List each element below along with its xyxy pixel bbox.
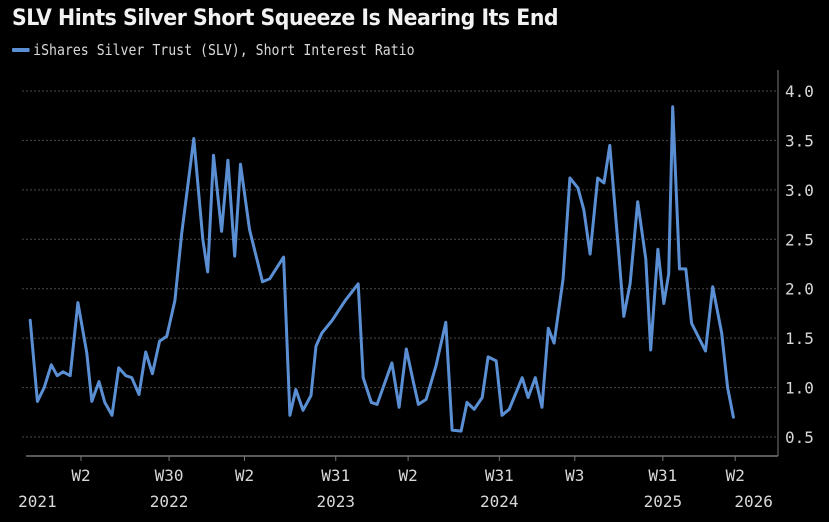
chart-title: SLV Hints Silver Short Squeeze Is Nearin… <box>12 6 559 31</box>
y-tick-label: 3.5 <box>785 131 814 150</box>
x-year-label: 2023 <box>316 492 355 511</box>
series-line <box>28 105 735 433</box>
x-tick-label: W2 <box>235 466 254 485</box>
y-tick-label: 4.0 <box>785 82 814 101</box>
series <box>28 105 735 433</box>
y-tick-label: 2.5 <box>785 230 814 249</box>
y-tick-label: 1.5 <box>785 329 814 348</box>
legend-label: iShares Silver Trust (SLV), Short Intere… <box>33 41 415 59</box>
legend-swatch <box>12 48 30 52</box>
x-tick-label: W30 <box>155 466 184 485</box>
x-tick-label: W31 <box>648 466 677 485</box>
y-tick-label: 3.0 <box>785 181 814 200</box>
x-tick-label: W3 <box>565 466 584 485</box>
y-tick-label: 2.0 <box>785 280 814 299</box>
gridlines <box>22 90 778 438</box>
y-tick-label: 0.5 <box>785 428 814 447</box>
x-year-label: 2024 <box>480 492 519 511</box>
x-year-label: 2021 <box>18 492 57 511</box>
x-year-label: 2026 <box>734 492 773 511</box>
y-tick-label: 1.0 <box>785 379 814 398</box>
x-tick-label: W2 <box>398 466 417 485</box>
legend: iShares Silver Trust (SLV), Short Intere… <box>12 41 415 59</box>
tick-labels: 0.5 1.0 1.5 2.0 2.5 3.0 3.5 4.0 W2 W30 W2 W31 W2 W31 W… <box>18 82 814 511</box>
x-tick-label: W2 <box>726 466 745 485</box>
x-tick-label: W2 <box>71 466 90 485</box>
x-tick-label: W31 <box>485 466 514 485</box>
x-year-label: 2025 <box>644 492 683 511</box>
x-year-label: 2022 <box>150 492 189 511</box>
axes <box>26 70 779 461</box>
x-tick-label: W31 <box>321 466 350 485</box>
